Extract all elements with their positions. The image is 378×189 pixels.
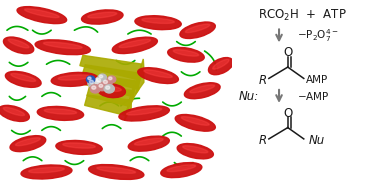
Ellipse shape [183, 146, 208, 153]
Circle shape [103, 80, 107, 84]
Circle shape [98, 74, 107, 81]
Ellipse shape [10, 136, 46, 152]
Circle shape [96, 78, 101, 82]
Polygon shape [131, 76, 139, 102]
Ellipse shape [3, 37, 34, 54]
Circle shape [87, 76, 95, 83]
Text: R: R [259, 74, 267, 87]
Ellipse shape [184, 83, 220, 99]
Circle shape [106, 86, 110, 89]
Text: O: O [283, 46, 293, 59]
Circle shape [104, 85, 115, 93]
Circle shape [90, 80, 93, 84]
Ellipse shape [135, 138, 163, 145]
Ellipse shape [213, 59, 229, 69]
Text: $-$AMP: $-$AMP [296, 90, 329, 102]
Ellipse shape [43, 42, 82, 49]
Text: RCO$_2$H  +  ATP: RCO$_2$H + ATP [258, 8, 347, 23]
Ellipse shape [173, 50, 199, 56]
Text: Nu: Nu [309, 134, 325, 147]
Ellipse shape [128, 136, 169, 151]
Circle shape [95, 77, 105, 85]
Ellipse shape [11, 74, 36, 81]
Ellipse shape [119, 39, 150, 48]
Ellipse shape [15, 138, 40, 146]
Ellipse shape [144, 70, 172, 77]
Ellipse shape [44, 109, 77, 114]
Ellipse shape [112, 37, 157, 53]
Ellipse shape [37, 106, 84, 120]
Circle shape [98, 83, 107, 91]
Polygon shape [82, 65, 142, 89]
Polygon shape [80, 55, 142, 80]
Ellipse shape [167, 165, 196, 172]
Ellipse shape [5, 71, 41, 87]
Polygon shape [87, 86, 132, 106]
Ellipse shape [97, 167, 136, 173]
Ellipse shape [127, 108, 162, 115]
Polygon shape [136, 59, 144, 85]
Circle shape [107, 76, 116, 83]
Ellipse shape [56, 140, 102, 154]
Circle shape [108, 77, 112, 80]
Ellipse shape [138, 68, 178, 84]
Polygon shape [85, 95, 130, 115]
Ellipse shape [17, 7, 67, 24]
Ellipse shape [88, 12, 117, 18]
Ellipse shape [8, 39, 29, 48]
Ellipse shape [25, 9, 59, 18]
Ellipse shape [119, 106, 169, 121]
Ellipse shape [102, 86, 121, 91]
Ellipse shape [208, 58, 233, 75]
Polygon shape [124, 95, 132, 121]
Polygon shape [127, 85, 134, 111]
Ellipse shape [142, 18, 174, 23]
Ellipse shape [190, 85, 215, 93]
Ellipse shape [58, 75, 91, 80]
Ellipse shape [135, 16, 181, 30]
Ellipse shape [21, 165, 72, 179]
Circle shape [99, 84, 103, 87]
Circle shape [99, 75, 103, 78]
Ellipse shape [63, 143, 95, 148]
Text: AMP: AMP [306, 75, 328, 85]
Ellipse shape [3, 107, 25, 116]
Ellipse shape [98, 84, 125, 98]
Text: Nu:: Nu: [238, 90, 259, 103]
Polygon shape [85, 74, 137, 97]
Ellipse shape [29, 167, 64, 173]
Ellipse shape [0, 105, 29, 121]
Circle shape [92, 86, 96, 89]
Text: O: O [283, 107, 293, 120]
Ellipse shape [88, 165, 144, 179]
Ellipse shape [35, 40, 90, 55]
Ellipse shape [161, 163, 202, 178]
Ellipse shape [180, 22, 215, 39]
Text: $-$P$_2$O$_7^{4-}$: $-$P$_2$O$_7^{4-}$ [296, 28, 338, 44]
Ellipse shape [181, 117, 209, 125]
Ellipse shape [51, 72, 98, 86]
Text: R: R [259, 134, 267, 147]
Ellipse shape [185, 24, 210, 33]
Ellipse shape [168, 47, 204, 62]
Ellipse shape [177, 144, 213, 159]
Circle shape [90, 85, 101, 93]
Ellipse shape [82, 10, 123, 24]
Ellipse shape [175, 115, 215, 131]
Circle shape [88, 79, 98, 87]
Circle shape [88, 77, 91, 80]
Circle shape [102, 79, 112, 87]
Polygon shape [136, 68, 144, 94]
